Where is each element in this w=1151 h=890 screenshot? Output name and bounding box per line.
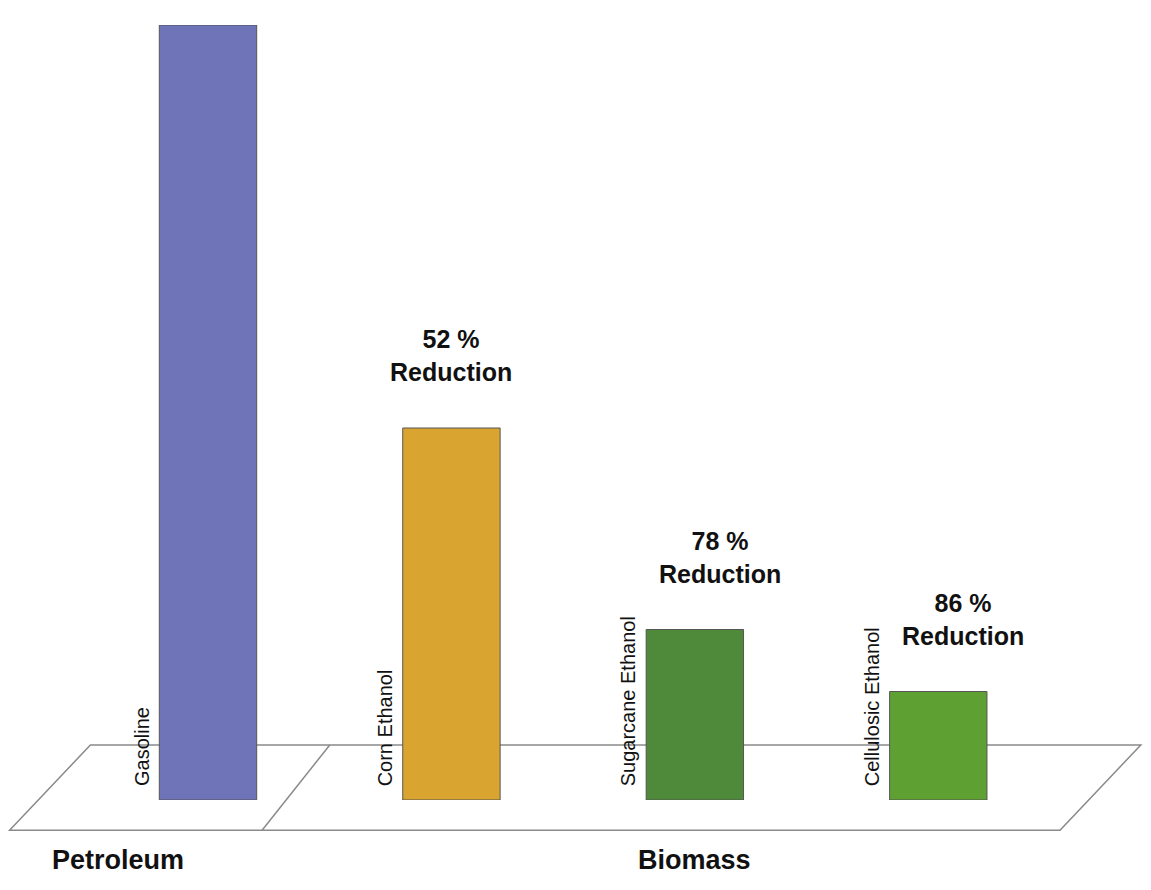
svg-text:Biomass: Biomass: [638, 845, 751, 875]
svg-text:Petroleum: Petroleum: [52, 845, 184, 875]
svg-text:52 %Reduction: 52 %Reduction: [390, 325, 512, 386]
svg-text:86 %Reduction: 86 %Reduction: [902, 589, 1024, 650]
svg-text:Sugarcane Ethanol: Sugarcane Ethanol: [617, 616, 639, 786]
svg-text:Corn Ethanol: Corn Ethanol: [374, 670, 396, 787]
svg-text:Cellulosic Ethanol: Cellulosic Ethanol: [861, 627, 883, 786]
svg-text:Gasoline: Gasoline: [131, 707, 153, 786]
svg-text:78 %Reduction: 78 %Reduction: [659, 527, 781, 588]
